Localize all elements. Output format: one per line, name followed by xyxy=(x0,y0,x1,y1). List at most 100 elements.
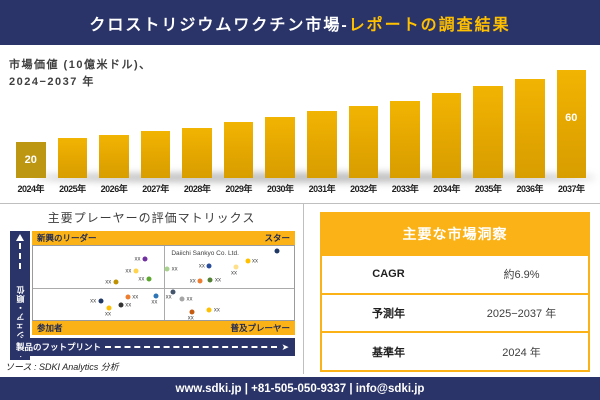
matrix-title: 主要プレーヤーの評価マトリックス xyxy=(47,211,256,225)
matrix-point: xx xyxy=(231,264,239,277)
bar-column: 2036年 xyxy=(509,45,551,197)
table-row: 基準年 2024 年 xyxy=(322,331,588,371)
point-dot-icon xyxy=(106,305,112,311)
point-dot-icon xyxy=(142,256,148,262)
x-axis-tick: 2030年 xyxy=(266,184,294,194)
matrix-point: xx xyxy=(245,258,258,265)
matrix-point: xx xyxy=(190,278,203,285)
bar-2033年 xyxy=(390,101,420,178)
quadrant-horizontal-line xyxy=(33,288,294,290)
point-dot-icon xyxy=(113,279,119,285)
quadrant-label-participants: 参加者 xyxy=(37,323,63,333)
x-axis-tick: 2031年 xyxy=(308,184,336,194)
point-dot-icon xyxy=(170,289,176,295)
point-dot-icon xyxy=(207,277,213,283)
key-insights-panel: 主要な市場洞察 CAGR 約6.9% 予測年 2025−2037 年 基準年 2… xyxy=(304,204,600,376)
bar-2029年 xyxy=(223,122,254,178)
chart-subtitle: 市場価値 (10億米ドル)、 2024−2037 年 xyxy=(9,57,152,90)
quadrant-label-star: スター xyxy=(264,233,290,243)
point-label: xx xyxy=(104,311,111,318)
bar-2024年: 20 xyxy=(16,142,46,178)
table-row: CAGR 約6.9% xyxy=(322,254,588,293)
bar-column: 2032年 xyxy=(343,45,385,197)
point-dot-icon xyxy=(153,293,159,299)
bar-column: 2025年 xyxy=(52,45,94,197)
point-label: xx xyxy=(138,276,145,283)
matrix-point: xx xyxy=(166,289,176,301)
matrix-point: xx xyxy=(151,293,159,306)
point-label: xx xyxy=(134,256,141,263)
bar-column: 2027年 xyxy=(135,45,177,197)
point-label: xx xyxy=(90,298,97,305)
x-axis-tick: 2033年 xyxy=(391,184,419,194)
bar-column: 2029年 xyxy=(218,45,260,197)
x-axis-tick: 2037年 xyxy=(558,184,585,194)
table-row: 予測年 2025−2037 年 xyxy=(322,292,588,332)
point-dot-icon xyxy=(206,263,212,269)
quadrant-vertical-line xyxy=(163,246,165,320)
x-axis-dashed-line xyxy=(105,346,278,348)
row-value-base-year: 2024 年 xyxy=(502,346,541,359)
row-value-cagr: 約6.9% xyxy=(503,269,540,282)
bar-2032年 xyxy=(348,106,379,178)
point-dot-icon xyxy=(125,294,131,300)
bar-2035年 xyxy=(473,86,503,178)
bar-column: 2033年 xyxy=(384,45,426,197)
point-label: xx xyxy=(125,302,132,309)
matrix-top-band: 新興のリーダー スター xyxy=(32,231,295,245)
x-axis-tick: 2026年 xyxy=(100,184,128,194)
x-axis-tick: 2029年 xyxy=(225,184,252,194)
matrix-point: xx xyxy=(125,294,138,300)
point-dot-icon xyxy=(98,298,104,304)
insights-table-header: 主要な市場洞察 xyxy=(322,214,588,254)
matrix-point: xx xyxy=(164,266,178,273)
row-label-forecast-years: 予測年 xyxy=(372,308,405,320)
x-axis-tick: 2035年 xyxy=(474,184,502,194)
page-title-main: クロストリジウムワクチン市場- xyxy=(89,16,349,34)
quadrant-label-emerging-leaders: 新興のリーダー xyxy=(37,233,97,243)
quadrant-label-pervasive-players: 普及プレーヤー xyxy=(230,323,290,333)
row-value-forecast-years: 2025−2037 年 xyxy=(486,308,557,320)
arrow-up-icon xyxy=(16,234,24,241)
bar-column: 2031年 xyxy=(301,45,343,197)
matrix-point: xx xyxy=(134,256,148,263)
point-dot-icon xyxy=(118,302,124,308)
bar-2025年 xyxy=(57,138,88,178)
matrix-point: xx xyxy=(206,307,220,314)
footer-contact-bar: www.sdki.jp | +81-505-050-9337 | info@sd… xyxy=(0,377,600,400)
point-label: xx xyxy=(231,270,238,277)
point-label: xx xyxy=(125,268,132,275)
x-axis-label: 製品のフットプリント xyxy=(16,342,102,352)
player-matrix-panel: 主要プレーヤーの評価マトリックス 市場シェア・順位 新興のリーダー スター Da… xyxy=(0,204,303,376)
x-axis-tick: 2032年 xyxy=(350,184,377,194)
matrix-point: xx xyxy=(138,276,152,283)
page-title-accent: レポートの調査結果 xyxy=(348,16,511,34)
x-axis-tick: 2028年 xyxy=(183,184,211,194)
horizontal-divider xyxy=(0,203,600,204)
bar-column: 2026年 xyxy=(93,45,135,197)
point-label: xx xyxy=(151,299,158,306)
insights-table: 主要な市場洞察 CAGR 約6.9% 予測年 2025−2037 年 基準年 2… xyxy=(320,212,590,372)
matrix-point: xx xyxy=(90,298,104,304)
bar-column: 2034年 xyxy=(426,45,468,197)
bar-column: 60 2037年 xyxy=(551,45,593,197)
bar-2028年 xyxy=(182,128,212,178)
company-callout: Daiichi Sankyo Co. Ltd. xyxy=(171,249,239,257)
point-label: xx xyxy=(187,315,194,322)
point-label: xx xyxy=(165,294,172,301)
bar-2034年 xyxy=(431,93,462,178)
source-note: ソース : SDKI Analytics 分析 xyxy=(5,362,119,372)
point-label: xx xyxy=(171,266,178,273)
point-label: xx xyxy=(198,263,205,270)
point-dot-icon xyxy=(233,264,239,270)
market-value-chart: 市場価値 (10億米ドル)、 2024−2037 年 20 2024年 2025年 2… xyxy=(0,45,600,203)
x-axis-tick: 2027年 xyxy=(142,184,169,194)
bar-column: 20 2024年 xyxy=(10,45,52,197)
matrix-point: xx xyxy=(125,268,139,275)
bar-column: 2028年 xyxy=(176,45,218,197)
point-dot-icon xyxy=(197,278,203,284)
point-label: xx xyxy=(213,307,220,314)
bar-column: 2035年 xyxy=(467,45,509,197)
bar-column: 2030年 xyxy=(259,45,301,197)
